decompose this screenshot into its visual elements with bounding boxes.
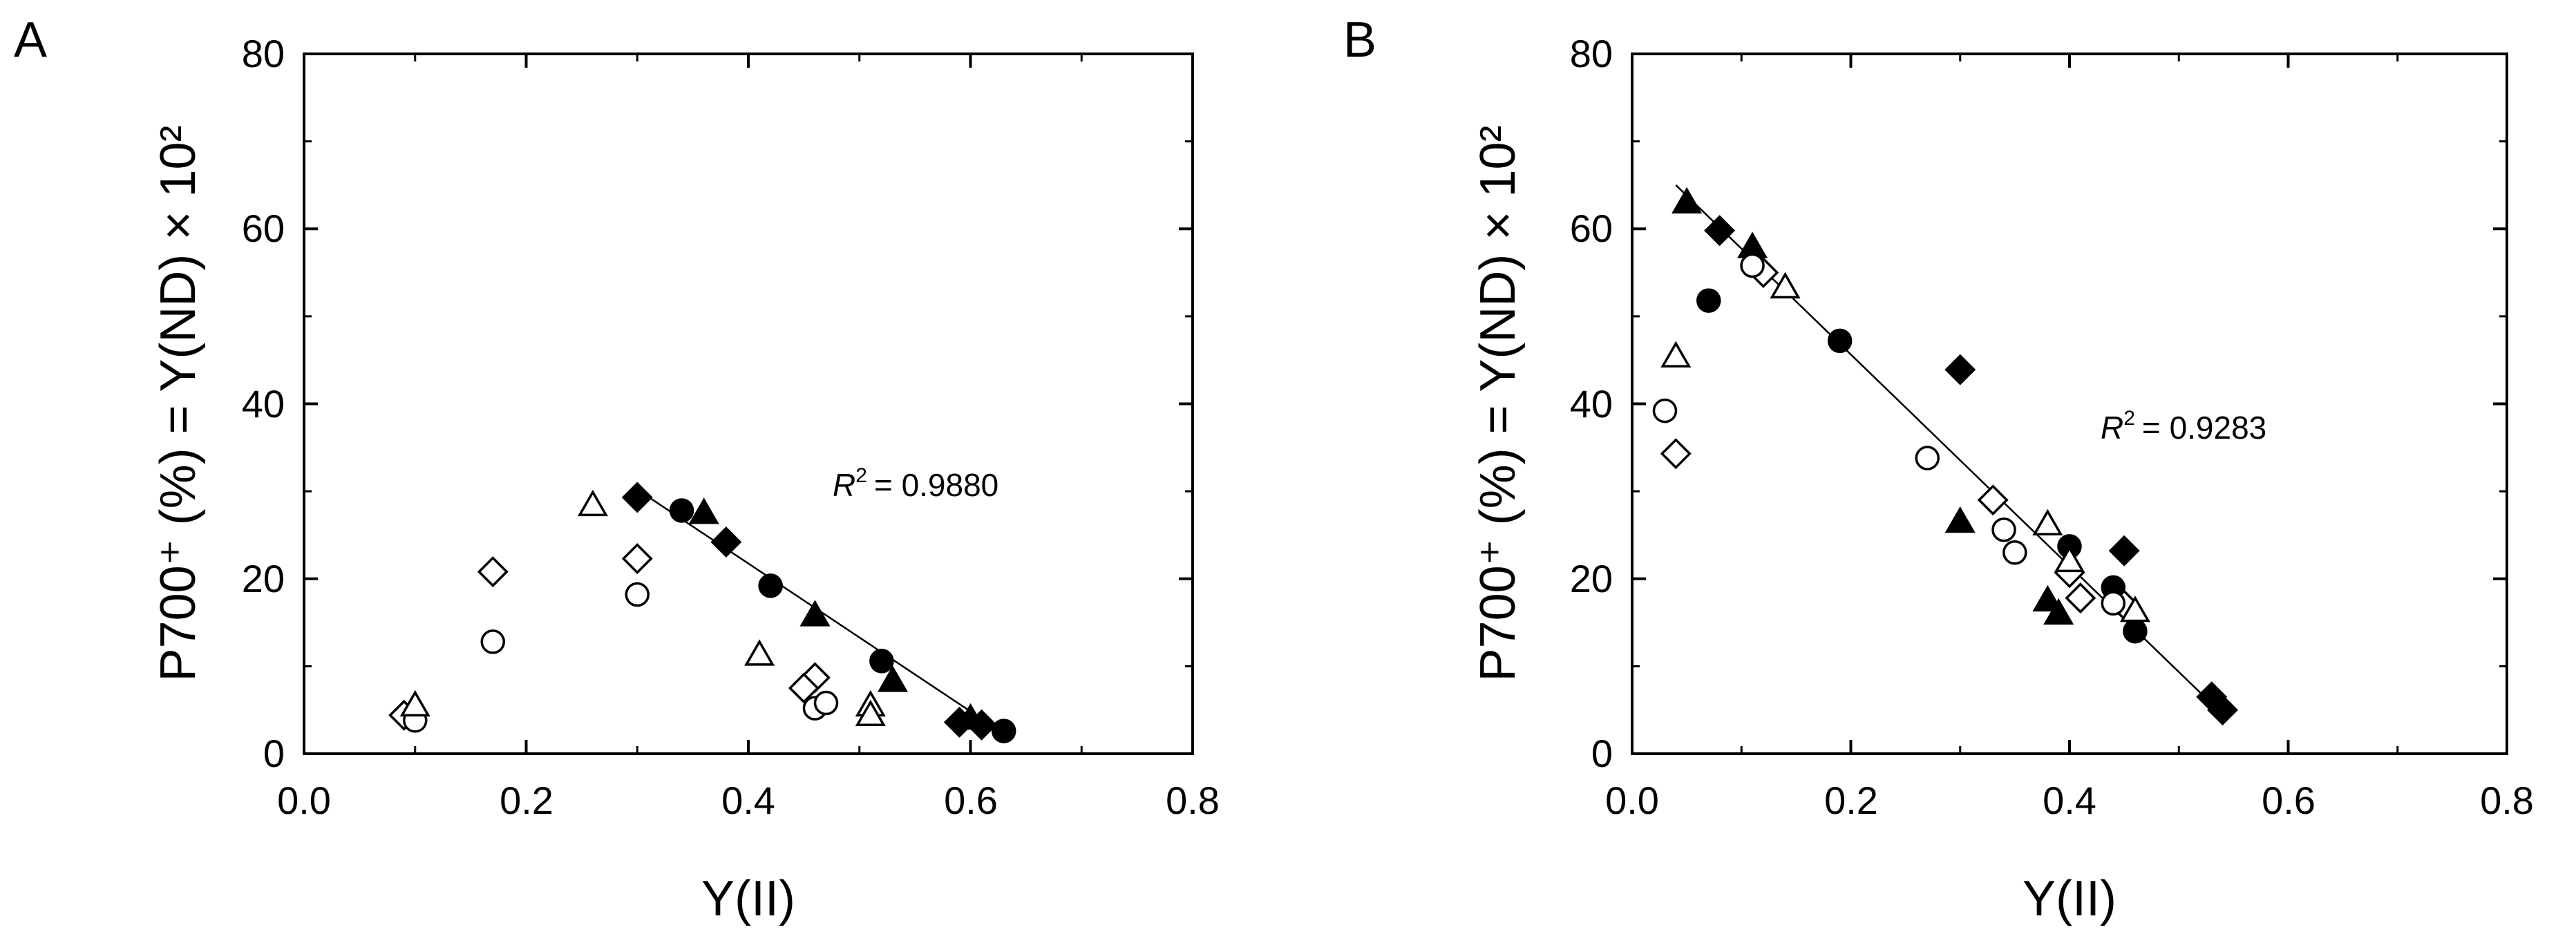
x-tick-label: 0.6 — [2262, 779, 2315, 822]
r2-label: R — [2101, 410, 2123, 446]
filled-circle-point — [869, 649, 894, 674]
filled-triangle-point — [2043, 598, 2074, 625]
open-diamond-point — [621, 543, 653, 575]
tick-marks — [303, 53, 1194, 755]
r2-value: = 0.9283 — [2142, 410, 2266, 446]
x-tick-label: 0.0 — [277, 779, 331, 822]
filled-circle-point — [1696, 288, 1721, 313]
panel-a-label: A — [14, 12, 47, 68]
open-diamond-point — [477, 556, 509, 588]
filled-circle-point — [758, 573, 783, 598]
filled-triangle-point — [877, 665, 909, 692]
y-tick-label: 0 — [1591, 732, 1613, 775]
filled-diamond-point — [2108, 535, 2140, 567]
panel-a-y-ticks: 0 20 40 60 80 — [242, 32, 285, 775]
panel-b-y-ticks: 0 20 40 60 80 — [1570, 32, 1613, 775]
filled-triangle-point — [1671, 187, 1703, 214]
open-circle-point — [1991, 517, 2016, 542]
y-tick-label: 80 — [242, 32, 285, 75]
r2-superscript: 2 — [855, 464, 867, 487]
y-tick-label: 0 — [263, 732, 285, 775]
open-diamond-point — [1977, 484, 2009, 516]
open-triangle-point — [577, 489, 608, 517]
open-diamond-point — [788, 672, 820, 704]
r2-label: R — [833, 467, 855, 503]
y-tick-label: 20 — [242, 557, 285, 600]
open-circle-point — [625, 582, 650, 607]
panel-a: A 0 20 40 60 80 0.0 0.2 0.4 0.6 0.8 Y(II… — [14, 12, 1220, 926]
filled-circle-point — [669, 498, 694, 523]
open-triangle-point — [2119, 596, 2150, 622]
open-circle-point — [1740, 253, 1765, 278]
y-tick-label: 40 — [1570, 382, 1613, 426]
panel-b-plot-frame — [1631, 53, 2508, 755]
open-diamond-point — [2065, 582, 2096, 614]
panel-a-x-ticks: 0.0 0.2 0.4 0.6 0.8 — [277, 779, 1220, 822]
filled-triangle-point — [688, 497, 719, 524]
x-tick-label: 0.2 — [500, 779, 553, 822]
filled-circle-point — [2123, 618, 2148, 644]
panel-b-label: B — [1343, 12, 1376, 68]
x-tick-label: 0.4 — [2043, 779, 2096, 822]
panel-b: B 0 20 40 60 80 0.0 0.2 0.4 0.6 0.8 Y(II… — [1343, 12, 2534, 926]
open-triangle-point — [1770, 272, 1801, 298]
filled-diamond-point — [1944, 354, 1976, 385]
open-circle-point — [1915, 446, 1940, 470]
filled-diamond-point — [2207, 694, 2239, 726]
panel-b-x-ticks: 0.0 0.2 0.4 0.6 0.8 — [1605, 779, 2534, 822]
open-triangle-point — [399, 689, 430, 717]
y-tick-label: 60 — [1570, 207, 1613, 250]
r2-value: = 0.9880 — [874, 467, 998, 503]
y-tick-label: 80 — [1570, 32, 1613, 75]
filled-diamond-point — [710, 526, 742, 558]
filled-circle-point — [991, 718, 1016, 743]
tick-marks — [1631, 53, 2508, 755]
r2-superscript: 2 — [2123, 407, 2135, 430]
filled-triangle-point — [2032, 584, 2063, 612]
x-tick-label: 0.6 — [944, 779, 998, 822]
filled-triangle-point — [799, 600, 831, 627]
open-circle-point — [813, 690, 839, 716]
filled-circle-point — [1827, 328, 1853, 354]
panel-a-plot-frame — [303, 53, 1194, 755]
x-tick-label: 0.2 — [1824, 779, 1878, 822]
filled-triangle-point — [955, 703, 986, 730]
open-triangle-point — [2032, 508, 2063, 535]
y-axis-label: P700⁺ (%) = Y(ND) × 10² — [151, 126, 206, 682]
open-circle-point — [2101, 591, 2126, 616]
y-tick-label: 60 — [242, 207, 285, 250]
x-tick-label: 0.4 — [721, 779, 775, 822]
open-triangle-point — [744, 639, 775, 666]
open-diamond-point — [1660, 438, 1692, 470]
y-axis-label: P700⁺ (%) = Y(ND) × 10² — [1470, 126, 1526, 682]
filled-diamond-point — [1704, 215, 1736, 247]
open-triangle-point — [1660, 341, 1692, 368]
open-triangle-point — [855, 699, 886, 727]
open-circle-point — [1652, 398, 1678, 423]
open-circle-point — [480, 629, 506, 654]
x-axis-label: Y(II) — [2023, 871, 2116, 926]
x-tick-label: 0.8 — [1166, 779, 1220, 822]
filled-triangle-point — [1944, 506, 1976, 533]
r-squared-annotation: R2 = 0.9880 — [833, 464, 998, 503]
x-tick-label: 0.8 — [2480, 779, 2534, 822]
y-tick-label: 20 — [1570, 557, 1613, 600]
open-triangle-point — [2054, 545, 2085, 573]
filled-diamond-point — [621, 482, 653, 513]
y-tick-label: 40 — [242, 382, 285, 426]
x-tick-label: 0.0 — [1605, 779, 1659, 822]
r-squared-annotation: R2 = 0.9283 — [2101, 407, 2266, 446]
x-axis-label: Y(II) — [701, 871, 795, 926]
open-circle-point — [2002, 540, 2027, 565]
